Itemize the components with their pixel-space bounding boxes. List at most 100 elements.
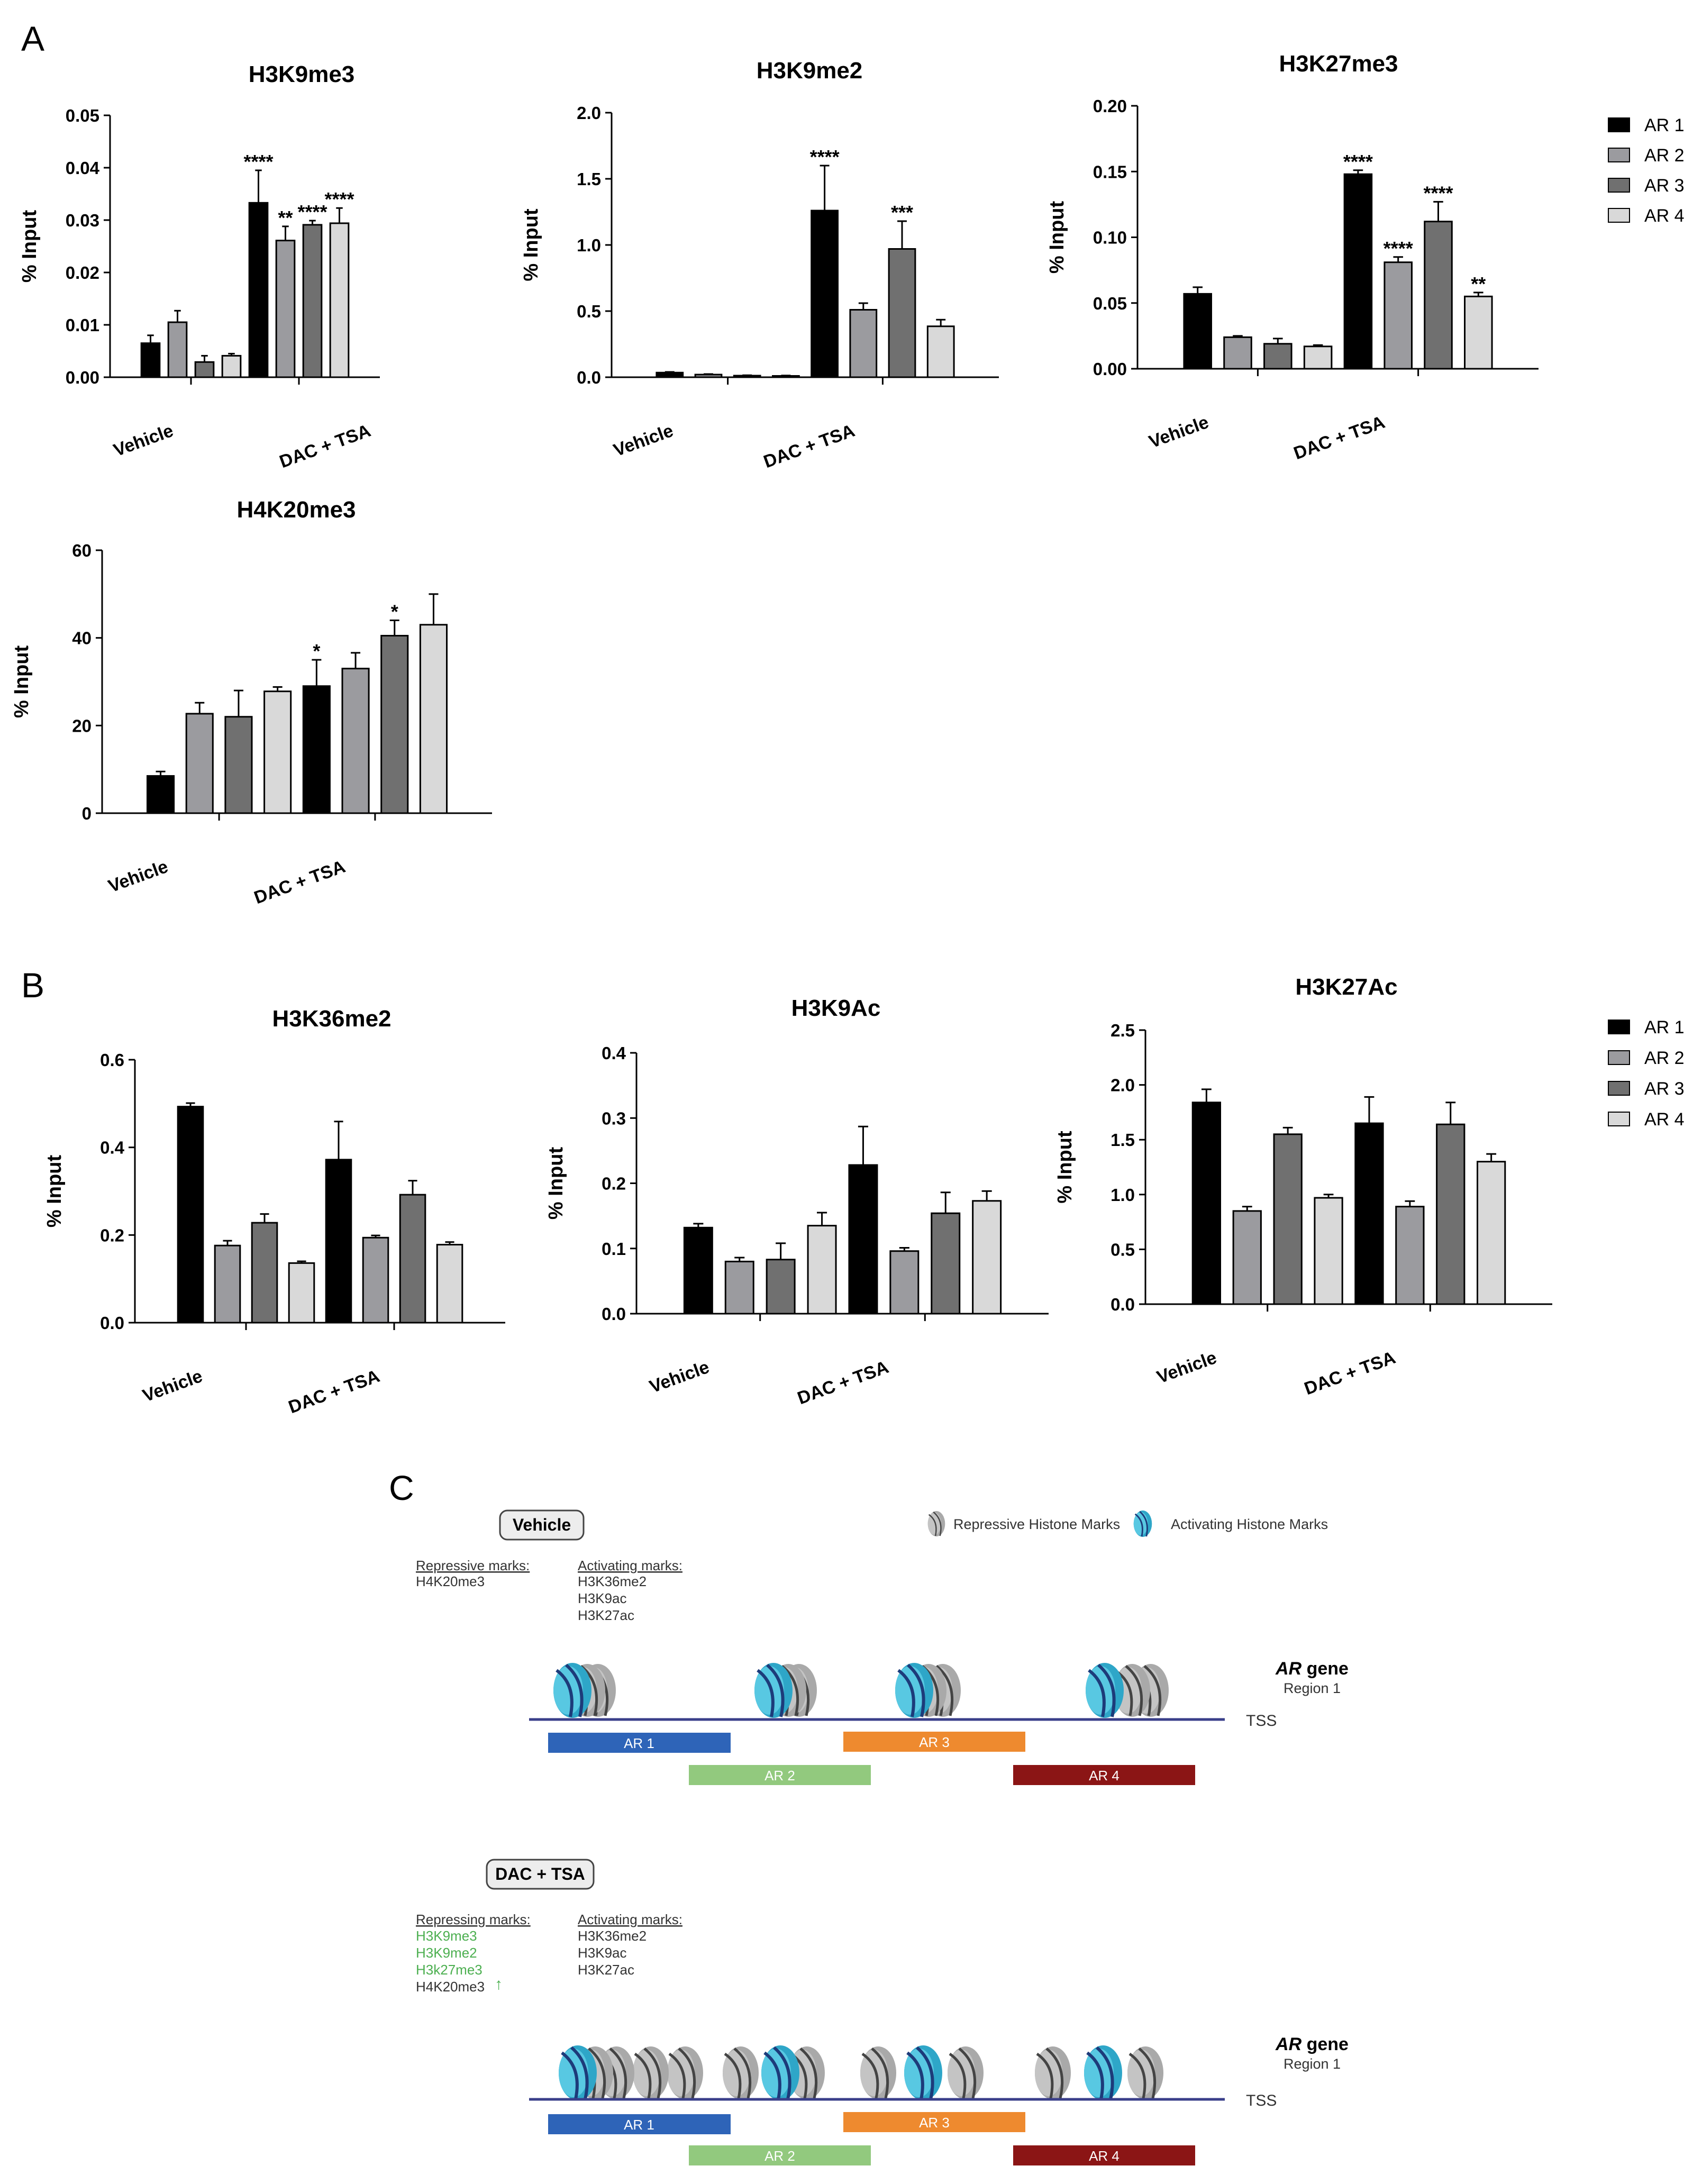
y-tick-label: 0.0 — [577, 368, 601, 387]
bar-ar3-dac-tsa — [380, 635, 409, 814]
legend-a-label-2: AR 2 — [1644, 145, 1685, 166]
x-category-label: Vehicle — [140, 1366, 205, 1406]
y-tick-label: 0.05 — [66, 106, 99, 125]
x-category-label: Vehicle — [111, 421, 176, 461]
chart-h3k9ac: H3K9Ac % Input 0.0 0.1 0.2 0.3 0.4 Vehicle DAC +… — [545, 995, 1049, 1408]
significance-label: **** — [297, 201, 327, 223]
region-bar-ar3 — [843, 2112, 1025, 2132]
gene-name: AR — [1275, 2034, 1302, 2054]
y-tick-label: 0.00 — [66, 368, 99, 387]
legend-a-label-4: AR 4 — [1644, 206, 1685, 226]
region-bar-ar2-label: AR 2 — [764, 2148, 795, 2164]
legend-b-swatch-1 — [1608, 1020, 1630, 1034]
y-tick-label: 0.04 — [66, 158, 100, 178]
y-tick-label: 0.2 — [602, 1174, 626, 1194]
y-axis-label: % Input — [11, 645, 33, 718]
significance-label: * — [391, 601, 398, 623]
legend-a-swatch-2 — [1608, 148, 1630, 162]
bar-ar1-vehicle — [146, 775, 175, 814]
bar-ar4-dac-tsa — [329, 222, 350, 378]
region-bar-ar2-label: AR 2 — [764, 1768, 795, 1783]
dac-repressive-header: Repressing marks: — [416, 1912, 531, 1927]
legend-b: AR 1 AR 2 AR 3 AR 4 — [1608, 1017, 1685, 1130]
bar-ar3-dac-tsa — [399, 1194, 426, 1324]
bar-ar2-vehicle — [1223, 336, 1252, 370]
nucleosome-activating — [754, 1663, 793, 1718]
bar-ar4-dac-tsa — [419, 624, 448, 814]
y-tick-label: 0.00 — [1093, 359, 1127, 379]
bar-ar2-vehicle — [167, 321, 188, 378]
x-category-label: DAC + TSA — [1291, 412, 1388, 463]
gene-suffix: gene — [1301, 2034, 1349, 2054]
repressive-nucleosome-icon — [927, 1510, 946, 1537]
y-tick-label: 2.0 — [1111, 1076, 1135, 1095]
bar-ar1-dac-tsa — [248, 202, 269, 378]
bar-ar4-dac-tsa — [1477, 1161, 1506, 1305]
region-bar-ar4 — [1013, 1765, 1195, 1785]
legend-a-swatch-1 — [1608, 117, 1630, 132]
bar-ar4-dac-tsa — [436, 1244, 463, 1324]
y-tick-label: 0.6 — [100, 1050, 124, 1070]
bar-ar4-vehicle — [807, 1225, 837, 1315]
y-axis-label: % Input — [1046, 201, 1068, 274]
gene-name: AR — [1275, 1659, 1302, 1679]
x-category-label: Vehicle — [1154, 1348, 1219, 1388]
significance-label: ** — [278, 207, 293, 229]
bar-ar1-vehicle — [1191, 1102, 1221, 1305]
legend-b-swatch-4 — [1608, 1112, 1630, 1126]
y-tick-label: 1.5 — [577, 169, 601, 189]
y-tick-label: 0.0 — [100, 1313, 124, 1333]
bar-ar3-vehicle — [224, 716, 253, 814]
dac-activating-mark: H3K27ac — [578, 1962, 634, 1978]
y-tick-label: 0.01 — [66, 315, 99, 335]
legend-b-swatch-3 — [1608, 1081, 1630, 1096]
nucleosome-repressive — [860, 2046, 896, 2099]
y-tick-label: 20 — [72, 716, 92, 735]
y-tick-label: 40 — [72, 629, 92, 648]
bar-ar4-vehicle — [1314, 1197, 1343, 1305]
bar-ar1-dac-tsa — [1354, 1122, 1384, 1305]
bar-ar3-vehicle — [1273, 1133, 1303, 1305]
gene-label: AR gene — [1275, 2034, 1349, 2054]
dac-tsa-block: DAC + TSA Repressing marks: H3K9me3 H3K9… — [416, 1859, 1349, 2165]
bar-ar4-dac-tsa — [972, 1200, 1002, 1315]
region-label: Region 1 — [1284, 2056, 1341, 2072]
bar-ar1-vehicle — [140, 342, 161, 378]
bar-ar2-dac-tsa — [849, 309, 878, 378]
y-tick-label: 1.5 — [1111, 1130, 1135, 1150]
y-axis-label: % Input — [1054, 1131, 1076, 1204]
tss-label: TSS — [1246, 2092, 1277, 2109]
dac-repressive-mark-green: H3k27me3 — [416, 1962, 483, 1978]
y-axis-label: % Input — [19, 210, 41, 283]
legend-b-label-2: AR 2 — [1644, 1048, 1685, 1068]
x-category-label: DAC + TSA — [277, 421, 374, 472]
y-tick-label: 0.4 — [100, 1138, 125, 1158]
legend-a-label-3: AR 3 — [1644, 176, 1685, 196]
y-axis-label: % Input — [43, 1155, 66, 1228]
panel-label-c: C — [389, 1468, 414, 1507]
y-tick-label: 0.15 — [1093, 162, 1127, 181]
y-tick-label: 0.1 — [602, 1239, 626, 1259]
y-tick-label: 2.5 — [1111, 1021, 1135, 1040]
x-category-label: Vehicle — [1146, 412, 1212, 452]
x-category-label: DAC + TSA — [1301, 1348, 1398, 1399]
region-bar-ar4-label: AR 4 — [1089, 2148, 1120, 2164]
significance-label: **** — [1423, 182, 1453, 204]
bar-ar1-dac-tsa — [325, 1159, 352, 1324]
legend-b-swatch-2 — [1608, 1050, 1630, 1065]
x-category-label: Vehicle — [106, 857, 171, 897]
y-tick-label: 2.0 — [577, 103, 601, 123]
activating-nucleosome-icon — [1133, 1509, 1153, 1538]
vehicle-block: Vehicle Repressive marks: H4K20me3 Activ… — [416, 1509, 1349, 1785]
dac-activating-mark: H3K9ac — [578, 1945, 627, 1961]
bar-ar4-vehicle — [1303, 345, 1333, 370]
vehicle-activating-mark: H3K9ac — [578, 1590, 627, 1606]
bar-ar1-vehicle — [683, 1226, 713, 1315]
region-bar-ar2 — [689, 1765, 871, 1785]
region-bar-ar1-label: AR 1 — [624, 2117, 654, 2133]
y-tick-label: 1.0 — [1111, 1185, 1135, 1205]
bar-ar2-vehicle — [694, 374, 723, 378]
legend-b-label-3: AR 3 — [1644, 1079, 1685, 1099]
legend-a-swatch-3 — [1608, 178, 1630, 193]
legend-b-label-4: AR 4 — [1644, 1109, 1685, 1130]
